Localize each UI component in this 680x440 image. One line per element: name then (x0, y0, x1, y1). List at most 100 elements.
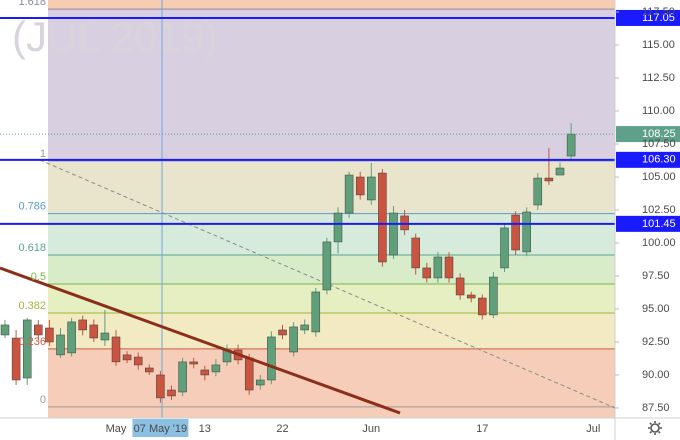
candle-body (200, 369, 210, 376)
fib-band (48, 312, 615, 349)
y-tick-label: 115.00 (642, 39, 675, 51)
x-tick-label: Jun (362, 423, 380, 435)
candle-body (566, 133, 576, 157)
candles (0, 123, 576, 403)
candle-body (133, 356, 143, 366)
fib-level-label: 0.236 (18, 336, 46, 348)
y-tick-label: 107.50 (642, 138, 676, 150)
x-tick-label: 17 (476, 423, 488, 435)
fib-level-label: 0 (40, 394, 46, 406)
candle-body (433, 256, 443, 279)
price-line-label-box (616, 215, 680, 232)
candle-body (367, 176, 376, 201)
candle-body (478, 297, 487, 316)
price-line-label: 106.30 (642, 154, 676, 166)
candle-body (244, 357, 254, 391)
y-tick-label: 105.00 (642, 171, 676, 183)
y-tick-label: 92.50 (642, 336, 670, 348)
candle-body (411, 237, 420, 269)
candle-body (89, 324, 99, 339)
candle-body (355, 176, 365, 196)
y-tick-label: 87.50 (642, 402, 670, 414)
candle-body (122, 354, 132, 361)
fib-level-label: 0.618 (18, 242, 46, 254)
fib-band (48, 406, 615, 418)
candle-body (322, 241, 332, 291)
x-tick-label: 07 May '19 (134, 423, 187, 435)
candle-body (444, 256, 454, 279)
fib-band (48, 9, 615, 162)
candle-body (422, 267, 432, 279)
candle-body (533, 177, 543, 206)
candle-body (489, 276, 498, 316)
y-tick-label: 102.50 (642, 204, 676, 216)
fib-level-label: 1.618 (18, 0, 46, 8)
candle-body (500, 227, 509, 269)
fib-band (48, 254, 615, 284)
y-tick-label: 97.50 (642, 270, 670, 282)
candle-body (34, 324, 43, 336)
price-line-label: 101.45 (642, 218, 676, 230)
fib-bands (48, 0, 615, 418)
candle-body (56, 334, 65, 356)
candle-body (555, 167, 565, 176)
candle-body (522, 211, 531, 253)
candle-body (300, 324, 309, 331)
candle-body (544, 177, 554, 182)
x-tick-label: May (106, 423, 127, 435)
candle-body (344, 174, 354, 214)
fib-band (48, 0, 615, 10)
y-tick-label: 100.00 (642, 237, 676, 249)
candle-body (156, 374, 165, 399)
candle-body (278, 329, 287, 336)
candle-body (256, 379, 265, 386)
y-tick-label: 112.50 (642, 72, 675, 84)
axes: 87.50 90.00 92.50 95.00 97.50 100.00 102.50 105… (106, 6, 676, 437)
y-tick-label: 117.50 (642, 6, 675, 18)
candle-body (267, 336, 276, 381)
price-line-label-box (616, 151, 680, 168)
candle-body (67, 321, 76, 354)
price-line-label: 117.05 (642, 12, 675, 24)
fib-level-label: 1 (40, 148, 46, 160)
last-price-label-box (616, 126, 680, 143)
candle-body (78, 319, 87, 331)
fib-level-label: 0.5 (31, 271, 46, 283)
crosshair-label-box (132, 419, 189, 437)
candle-body (333, 212, 343, 243)
candle-body (389, 212, 398, 256)
y-tick-label: 95.00 (642, 303, 670, 315)
y-tick-label: 90.00 (642, 369, 670, 381)
dashed-trendline (39, 159, 616, 409)
candle-body (22, 319, 32, 379)
fib-band (48, 283, 615, 313)
settings-icon[interactable] (648, 421, 662, 435)
candle-body (455, 277, 465, 296)
price-line-label-box (616, 9, 680, 26)
fib-level-label: 0.786 (18, 201, 46, 213)
trendline (0, 266, 401, 415)
fib-band (48, 348, 615, 407)
y-tick-label: 110.00 (642, 105, 675, 117)
fib-band (48, 213, 615, 255)
candle-body (189, 361, 198, 365)
fib-level-label: 0.382 (18, 300, 46, 312)
watermark: (JUL 2019) (12, 13, 218, 60)
x-tick-label: 13 (199, 423, 211, 435)
price-lines: 117.05 106.30 101.45 108.25 (0, 9, 680, 232)
candle-body (511, 214, 520, 251)
candle-body (145, 367, 154, 373)
last-price-label: 108.25 (642, 128, 676, 140)
candle-body (100, 332, 110, 341)
candle-body (178, 361, 187, 393)
candle-body (289, 326, 298, 353)
candle-body (311, 291, 321, 333)
candle-body (111, 336, 121, 363)
candle-body (378, 172, 387, 263)
candle-body (45, 327, 54, 343)
candle-body (11, 337, 21, 381)
x-tick-label: 22 (276, 423, 288, 435)
candle-body (466, 294, 476, 299)
fib-band (48, 161, 615, 214)
